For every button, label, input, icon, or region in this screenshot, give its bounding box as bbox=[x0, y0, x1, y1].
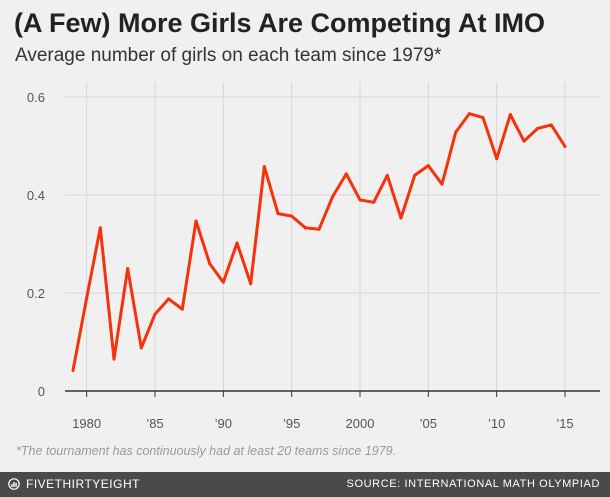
data-point bbox=[536, 126, 540, 130]
x-tick-label: ’05 bbox=[420, 416, 437, 431]
data-point bbox=[153, 312, 157, 316]
footer-bar: FIVETHIRTYEIGHT SOURCE: INTERNATIONAL MA… bbox=[0, 472, 610, 497]
data-point bbox=[454, 130, 458, 134]
y-tick-label: 0.4 bbox=[27, 188, 45, 203]
data-point bbox=[221, 280, 225, 284]
x-tick-label: ’15 bbox=[556, 416, 573, 431]
data-point bbox=[71, 368, 75, 372]
data-point bbox=[290, 214, 294, 218]
source-credit: SOURCE: INTERNATIONAL MATH OLYMPIAD bbox=[346, 478, 600, 490]
data-point bbox=[331, 194, 335, 198]
data-point bbox=[399, 216, 403, 220]
brand-name: FIVETHIRTYEIGHT bbox=[26, 477, 140, 491]
data-point bbox=[112, 357, 116, 361]
data-point bbox=[317, 227, 321, 231]
data-point bbox=[372, 200, 376, 204]
data-point bbox=[167, 297, 171, 301]
data-point bbox=[303, 226, 307, 230]
grid-layer bbox=[65, 82, 600, 392]
data-point bbox=[522, 139, 526, 143]
y-tick-label: 0.2 bbox=[27, 286, 45, 301]
fivethirtyeight-logo-icon bbox=[8, 478, 20, 490]
data-point bbox=[98, 226, 102, 230]
y-tick-label: 0 bbox=[38, 384, 45, 399]
data-point bbox=[413, 173, 417, 177]
data-point bbox=[194, 219, 198, 223]
x-tick-label: 2000 bbox=[346, 416, 375, 431]
data-point bbox=[249, 282, 253, 286]
data-point bbox=[208, 262, 212, 266]
line-chart: 0 0.2 0.4 0.6 1980 ’85 ’90 ’95 2000 ’05 ’10 ’15 bbox=[27, 82, 600, 431]
data-point bbox=[235, 241, 239, 245]
data-point bbox=[549, 123, 553, 127]
data-point bbox=[467, 112, 471, 116]
x-tick-label: 1980 bbox=[72, 416, 101, 431]
brand: FIVETHIRTYEIGHT bbox=[8, 477, 140, 491]
data-point bbox=[180, 307, 184, 311]
data-point bbox=[563, 144, 567, 148]
data-point bbox=[276, 212, 280, 216]
data-point bbox=[481, 116, 485, 120]
x-tick-label: ’95 bbox=[283, 416, 300, 431]
data-point bbox=[385, 173, 389, 177]
series-line bbox=[71, 112, 567, 372]
data-point bbox=[508, 113, 512, 117]
y-tick-label: 0.6 bbox=[27, 90, 45, 105]
data-point bbox=[440, 182, 444, 186]
y-axis-ticks: 0 0.2 0.4 0.6 bbox=[27, 90, 45, 399]
data-point bbox=[495, 157, 499, 161]
chart-title: (A Few) More Girls Are Competing At IMO bbox=[14, 8, 546, 38]
x-tick-label: ’90 bbox=[215, 416, 232, 431]
data-point bbox=[139, 346, 143, 350]
data-point bbox=[358, 198, 362, 202]
data-point bbox=[426, 164, 430, 168]
data-point bbox=[85, 296, 89, 300]
footnote: *The tournament has continuously had at … bbox=[16, 444, 397, 458]
data-point bbox=[126, 267, 130, 270]
series-layer bbox=[71, 112, 567, 372]
x-tick-label: ’85 bbox=[146, 416, 163, 431]
x-axis-ticks: 1980 ’85 ’90 ’95 2000 ’05 ’10 ’15 bbox=[72, 391, 574, 431]
data-point bbox=[262, 165, 266, 169]
x-tick-label: ’10 bbox=[488, 416, 505, 431]
chart-subtitle: Average number of girls on each team sin… bbox=[15, 45, 442, 66]
data-point bbox=[344, 172, 348, 176]
